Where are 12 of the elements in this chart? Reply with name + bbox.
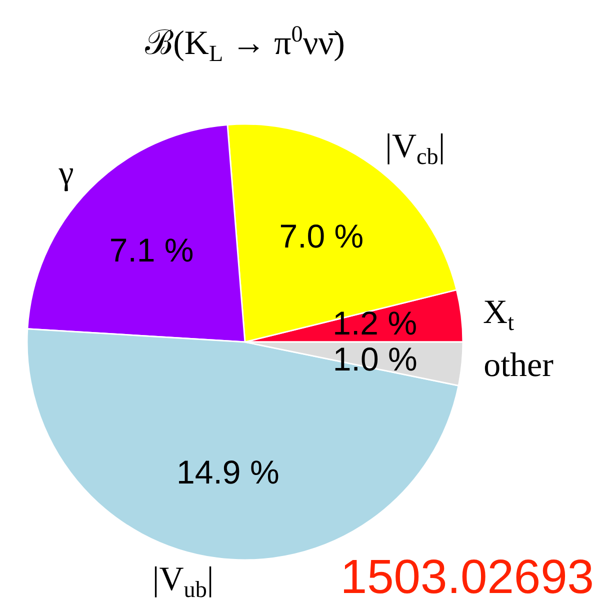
slice-label: |V$_{cb}$|	[385, 128, 446, 170]
data-label: 7.0 %	[279, 217, 364, 254]
data-label: 14.9 %	[176, 453, 280, 490]
slice-label: other	[484, 347, 554, 384]
slice-label: X$_{t}$	[483, 294, 514, 336]
data-label: 1.2 %	[332, 304, 418, 342]
data-label: 1.0 %	[332, 340, 418, 378]
chart-title: ℬ(K$_{L}$ → π$^{0}$νν̄)	[145, 21, 345, 67]
slice-label: |V$_{ub}$|	[152, 560, 214, 603]
slice-label: γ	[58, 155, 74, 192]
text: 1503.02693	[340, 551, 594, 604]
data-label: 7.1 %	[109, 232, 194, 269]
